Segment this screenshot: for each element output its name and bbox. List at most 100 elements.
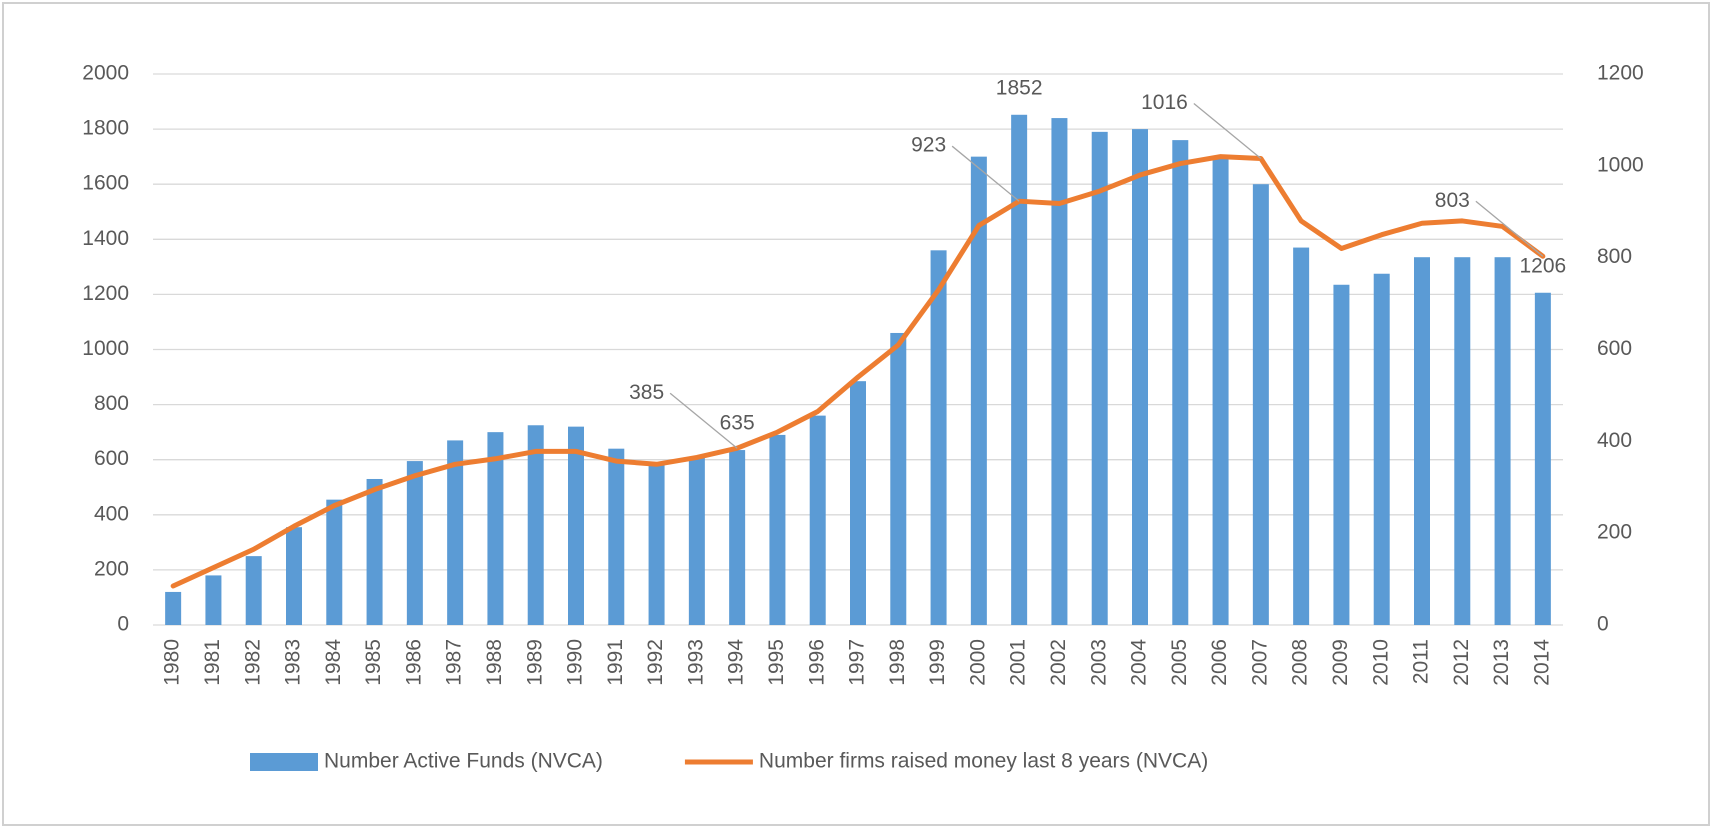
y-tick-label: 0 — [117, 613, 129, 636]
legend-label: Number Active Funds (NVCA) — [324, 750, 603, 773]
bar — [688, 456, 705, 625]
bar — [1454, 257, 1471, 625]
bar — [930, 250, 947, 625]
x-tick-label: 2013 — [1490, 639, 1513, 686]
x-tick-label: 2006 — [1208, 639, 1231, 686]
y2-tick-label: 0 — [1597, 613, 1609, 636]
y2-tick-label: 600 — [1597, 337, 1632, 360]
bar — [970, 156, 987, 625]
y2-tick-label: 1000 — [1597, 153, 1644, 176]
legend-swatch — [250, 753, 318, 771]
x-tick-label: 1995 — [765, 639, 788, 686]
bar — [1414, 257, 1430, 625]
y-tick-label: 1600 — [82, 172, 129, 195]
x-tick-label: 2007 — [1248, 639, 1271, 686]
x-tick-label: 1989 — [523, 639, 546, 686]
bar — [326, 499, 343, 625]
x-tick-label: 1988 — [483, 639, 506, 686]
leader-line — [951, 145, 1020, 202]
x-tick-label: 1997 — [846, 639, 869, 686]
bar — [286, 527, 302, 625]
x-tick-label: 2014 — [1530, 639, 1553, 686]
bar — [1051, 118, 1068, 625]
bar — [406, 461, 423, 625]
x-tick-label: 1985 — [362, 639, 385, 686]
y2-tick-label: 800 — [1597, 245, 1632, 268]
x-tick-label: 2012 — [1450, 639, 1473, 686]
y-tick-label: 1800 — [82, 117, 129, 140]
x-tick-label: 2000 — [966, 639, 989, 686]
bar — [1534, 292, 1551, 625]
y-tick-label: 1000 — [82, 337, 129, 360]
leader-line — [1193, 102, 1262, 159]
bar — [1172, 140, 1189, 625]
data-label: 385 — [629, 381, 664, 404]
bar — [1212, 156, 1229, 625]
x-tick-label: 1994 — [725, 639, 748, 686]
x-tick-label: 1982 — [241, 639, 264, 686]
x-tick-label: 1999 — [926, 639, 949, 686]
bar — [1091, 131, 1108, 626]
line — [170, 154, 1546, 589]
leader-line — [1475, 200, 1544, 257]
data-label: 1206 — [1519, 254, 1566, 277]
x-tick-label: 2010 — [1369, 639, 1392, 686]
x-tick-label: 1981 — [201, 639, 224, 686]
bar — [1293, 247, 1310, 625]
y-tick-label: 800 — [94, 392, 129, 415]
x-tick-label: 1987 — [443, 639, 466, 686]
bar — [165, 591, 182, 625]
bar — [729, 450, 746, 625]
bar — [890, 332, 907, 625]
x-tick-label: 2005 — [1168, 639, 1191, 686]
x-tick-label: 2002 — [1047, 639, 1070, 686]
x-tick-label: 1990 — [564, 639, 587, 686]
x-tick-label: 2011 — [1410, 639, 1433, 684]
x-tick-label: 1983 — [282, 639, 305, 686]
data-label: 635 — [720, 412, 755, 435]
x-tick-label: 1984 — [322, 639, 345, 686]
y2-tick-label: 200 — [1597, 521, 1632, 544]
bar — [447, 440, 464, 625]
data-label: 803 — [1435, 189, 1470, 212]
y-tick-label: 400 — [94, 502, 129, 525]
legend-label: Number firms raised money last 8 years (… — [759, 750, 1208, 773]
bar — [608, 448, 625, 625]
y-tick-label: 200 — [94, 557, 129, 580]
bar — [1132, 129, 1148, 625]
data-label: 923 — [911, 134, 946, 157]
bar — [1252, 184, 1269, 625]
x-tick-label: 1991 — [604, 639, 627, 686]
bar — [527, 425, 544, 625]
bar — [769, 434, 786, 625]
bar — [648, 462, 665, 625]
x-tick-label: 1986 — [402, 639, 425, 686]
leader-line — [669, 392, 738, 449]
x-tick-label: 2001 — [1007, 639, 1030, 686]
x-tick-label: 1998 — [886, 639, 909, 686]
bar — [809, 415, 826, 625]
x-tick-label: 2004 — [1128, 639, 1151, 686]
y-tick-label: 2000 — [82, 62, 129, 85]
bar — [1333, 284, 1350, 625]
bar — [245, 556, 262, 625]
bar — [1373, 273, 1390, 625]
y-tick-label: 600 — [94, 447, 129, 470]
bar — [205, 575, 222, 625]
y2-tick-label: 1200 — [1597, 62, 1644, 85]
bar — [1494, 257, 1511, 625]
data-label: 1016 — [1141, 91, 1188, 114]
bar — [850, 381, 866, 625]
y2-tick-label: 400 — [1597, 429, 1632, 452]
x-tick-label: 2008 — [1289, 639, 1312, 686]
bar — [366, 478, 383, 625]
bar — [1011, 114, 1028, 626]
bar — [487, 432, 504, 625]
y-tick-label: 1400 — [82, 227, 129, 250]
bar — [568, 426, 584, 625]
x-tick-label: 1993 — [684, 639, 707, 686]
data-label: 1852 — [996, 76, 1043, 99]
x-tick-label: 1992 — [644, 639, 667, 686]
x-tick-label: 2003 — [1087, 639, 1110, 686]
